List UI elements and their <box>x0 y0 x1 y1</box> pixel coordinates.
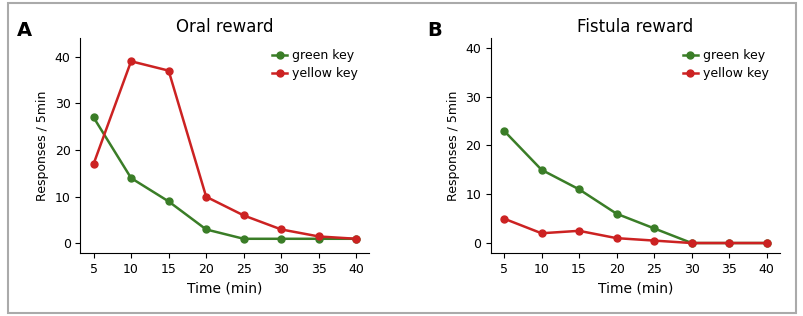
Legend: green key, yellow key: green key, yellow key <box>677 44 772 85</box>
green key <box>611 212 621 216</box>
green key <box>536 168 546 172</box>
green key <box>649 227 658 230</box>
Line: green key: green key <box>500 127 769 246</box>
Title: Fistula reward: Fistula reward <box>577 18 693 36</box>
green key <box>276 237 286 241</box>
yellow key <box>536 231 546 235</box>
Line: green key: green key <box>90 114 359 242</box>
yellow key <box>499 217 508 221</box>
Text: A: A <box>17 21 32 40</box>
green key <box>724 241 733 245</box>
yellow key <box>164 69 173 72</box>
green key <box>499 129 508 133</box>
yellow key <box>238 214 248 217</box>
yellow key <box>573 229 583 233</box>
Text: B: B <box>426 21 442 40</box>
green key <box>573 187 583 191</box>
Title: Oral reward: Oral reward <box>176 18 273 36</box>
green key <box>351 237 361 241</box>
Y-axis label: Responses / 5min: Responses / 5min <box>36 90 49 201</box>
green key <box>313 237 323 241</box>
yellow key <box>724 241 733 245</box>
Legend: green key, yellow key: green key, yellow key <box>267 44 363 85</box>
yellow key <box>276 228 286 231</box>
yellow key <box>201 195 210 199</box>
green key <box>201 228 210 231</box>
X-axis label: Time (min): Time (min) <box>597 281 672 295</box>
green key <box>761 241 771 245</box>
yellow key <box>126 59 136 63</box>
Line: yellow key: yellow key <box>500 215 769 246</box>
green key <box>88 115 98 119</box>
X-axis label: Time (min): Time (min) <box>187 281 263 295</box>
Y-axis label: Responses / 5min: Responses / 5min <box>446 90 459 201</box>
yellow key <box>351 237 361 241</box>
yellow key <box>611 236 621 240</box>
green key <box>686 241 695 245</box>
yellow key <box>686 241 695 245</box>
green key <box>164 199 173 203</box>
yellow key <box>88 162 98 166</box>
green key <box>238 237 248 241</box>
green key <box>126 176 136 180</box>
yellow key <box>649 239 658 242</box>
yellow key <box>761 241 771 245</box>
Line: yellow key: yellow key <box>90 58 359 242</box>
yellow key <box>313 234 323 238</box>
